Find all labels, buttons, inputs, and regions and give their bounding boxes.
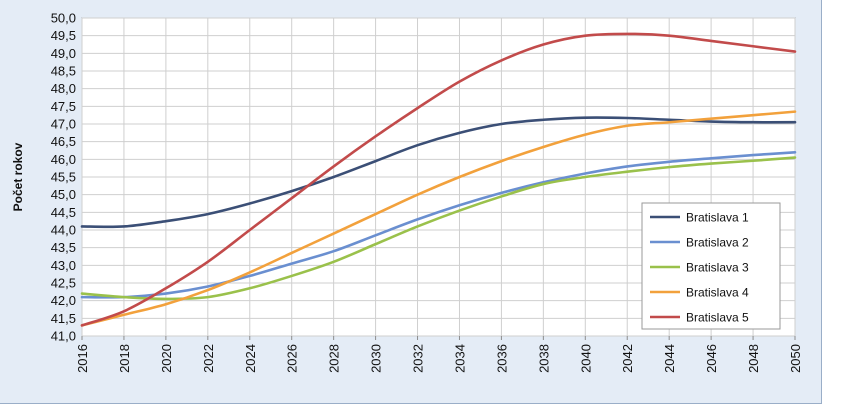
x-tick-label: 2044 (662, 344, 677, 373)
y-tick-label: 45,5 (51, 170, 76, 185)
y-tick-label: 42,0 (51, 293, 76, 308)
y-tick-label: 43,0 (51, 258, 76, 273)
legend-label: Bratislava 5 (686, 311, 749, 325)
y-tick-label: 49,0 (51, 46, 76, 61)
x-axis-ticks: 2016 2018 2020 2022 2024 2026 2028 2030 2032 2034… (75, 336, 803, 373)
series-line-2 (80, 150, 797, 299)
y-tick-label: 43,5 (51, 240, 76, 255)
x-tick-label: 2016 (75, 344, 90, 373)
x-tick-label: 2040 (578, 344, 593, 373)
y-tick-label: 41,5 (51, 311, 76, 326)
y-tick-label: 46,0 (51, 152, 76, 167)
x-tick-label: 2022 (201, 344, 216, 373)
series-line-4 (80, 110, 797, 327)
y-tick-label: 47,0 (51, 117, 76, 132)
x-tick-label: 2032 (411, 344, 426, 373)
y-tick-label: 42,5 (51, 276, 76, 291)
legend: Bratislava 1 Bratislava 2 Bratislava 3 Brat… (641, 202, 781, 330)
series-line-3 (80, 156, 797, 301)
y-axis-label: Počet rokov (11, 142, 25, 211)
y-axis-ticks: 41,0 41,5 42,0 42,5 43,0 43,5 44,0 44,5 45,0 45,5… (51, 11, 76, 344)
legend-label: Bratislava 1 (686, 211, 749, 225)
legend-label: Bratislava 2 (686, 236, 749, 250)
y-tick-label: 45,0 (51, 187, 76, 202)
y-tick-label: 50,0 (51, 11, 76, 26)
y-tick-label: 49,5 (51, 28, 76, 43)
x-tick-label: 2042 (620, 344, 635, 373)
y-tick-label: 41,0 (51, 329, 76, 344)
x-tick-label: 2028 (327, 344, 342, 373)
x-tick-label: 2034 (452, 344, 467, 373)
y-tick-label: 48,0 (51, 81, 76, 96)
x-tick-label: 2038 (536, 344, 551, 373)
x-tick-label: 2030 (369, 344, 384, 373)
series-lines (80, 32, 797, 327)
y-tick-label: 48,5 (51, 64, 76, 79)
x-tick-label: 2046 (704, 344, 719, 373)
y-tick-label: 44,5 (51, 205, 76, 220)
series-line-1 (80, 116, 797, 229)
x-tick-label: 2024 (243, 344, 258, 373)
x-tick-label: 2020 (159, 344, 174, 373)
x-tick-label: 2048 (746, 344, 761, 373)
y-tick-label: 47,5 (51, 99, 76, 114)
series-line-5 (80, 32, 797, 327)
x-tick-label: 2026 (285, 344, 300, 373)
y-tick-label: 46,5 (51, 134, 76, 149)
x-tick-label: 2036 (494, 344, 509, 373)
x-tick-label: 2050 (788, 344, 803, 373)
legend-label: Bratislava 3 (686, 261, 749, 275)
x-tick-label: 2018 (117, 344, 132, 373)
legend-label: Bratislava 4 (686, 286, 749, 300)
y-tick-label: 44,0 (51, 223, 76, 238)
